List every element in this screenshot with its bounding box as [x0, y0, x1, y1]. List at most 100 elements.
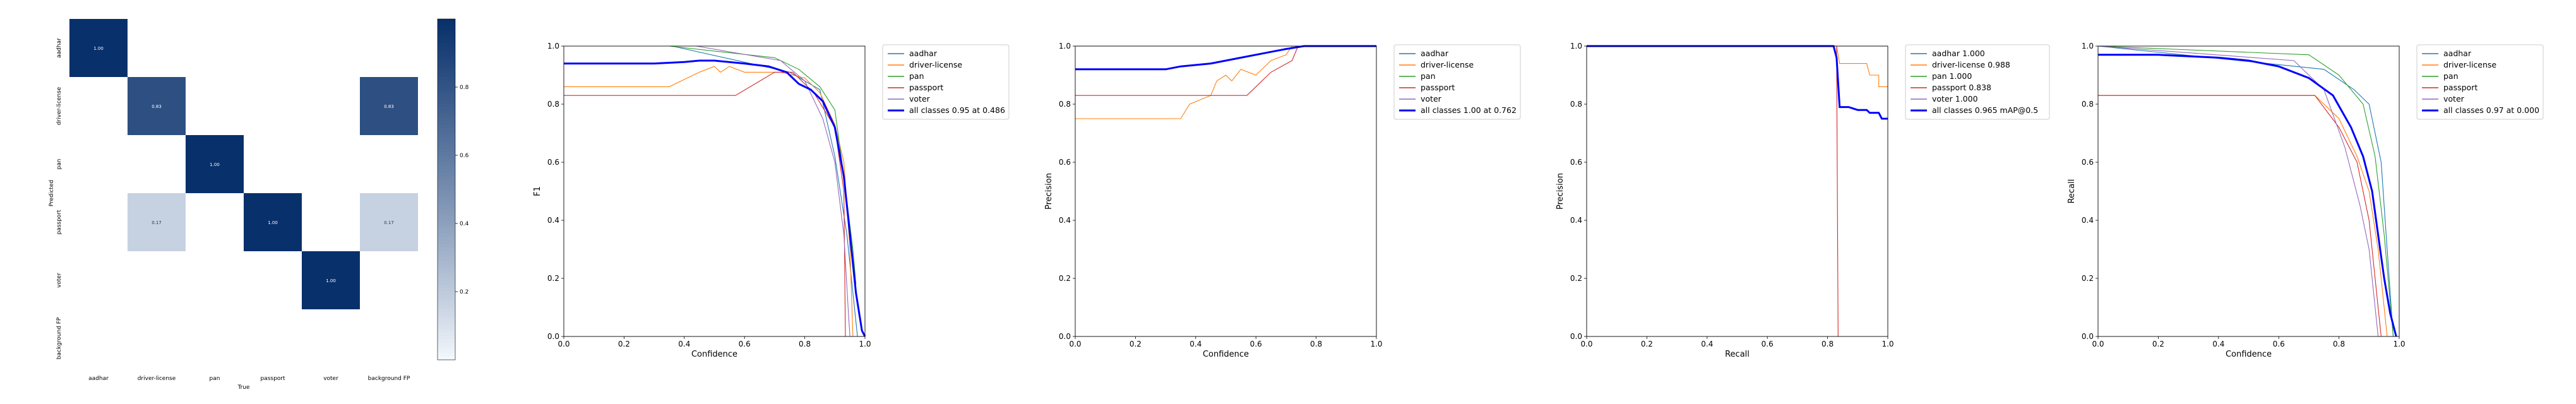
- y-tick-label: passport: [56, 210, 63, 235]
- x-tick-label: 1.0: [859, 340, 871, 348]
- colorbar-segment: [438, 329, 455, 333]
- colorbar-segment: [438, 138, 455, 142]
- series-line: [564, 71, 846, 337]
- x-tick-label: 1.0: [1370, 340, 1382, 348]
- cell-value-label: 1.00: [210, 162, 220, 167]
- legend-label: voter: [2443, 94, 2465, 104]
- heatmap-cell: [128, 193, 186, 251]
- x-tick-label: 0.6: [739, 340, 751, 348]
- colorbar-segment: [438, 322, 455, 326]
- x-tick-label: aadhar: [88, 376, 109, 382]
- colorbar-segment: [438, 42, 455, 47]
- colorbar-segment: [438, 309, 455, 312]
- x-tick-label: driver-license: [138, 376, 176, 382]
- colorbar-segment: [438, 104, 455, 108]
- y-tick-label: 0.6: [547, 158, 559, 167]
- colorbar-segment: [438, 251, 455, 255]
- colorbar-segment: [438, 292, 455, 295]
- colorbar-segment: [438, 217, 455, 221]
- y-tick-label: 0.4: [2082, 216, 2094, 225]
- legend-label: passport: [909, 83, 943, 92]
- colorbar-segment: [438, 148, 455, 153]
- colorbar-segment: [438, 295, 455, 299]
- x-tick-label: 0.2: [1130, 340, 1142, 348]
- colorbar-segment: [438, 25, 455, 30]
- series-line: [1075, 45, 1376, 96]
- series-line: [2098, 95, 2388, 337]
- x-tick-label: pan: [210, 376, 220, 382]
- x-tick-label: 1.0: [1881, 340, 1893, 348]
- colorbar-segment: [438, 186, 455, 190]
- legend-label: pan 1.000: [1932, 71, 1972, 81]
- y-tick-label: aadhar: [56, 38, 63, 58]
- colorbar-segment: [438, 213, 455, 217]
- x-tick-label: 0.8: [1822, 340, 1834, 348]
- colorbar-segment: [438, 80, 455, 85]
- legend-label: passport 0.838: [1932, 83, 1991, 92]
- x-axis-label: Recall: [1725, 350, 1750, 359]
- legend-box: [1393, 44, 1521, 120]
- series-line: [1587, 45, 1888, 87]
- colorbar-segment: [438, 121, 455, 125]
- y-tick-label: 0.2: [2082, 274, 2094, 283]
- colorbar-segment: [438, 56, 455, 61]
- y-axis-label: Predicted: [49, 180, 55, 206]
- legend-label: driver-license: [909, 60, 962, 69]
- legend-label: voter: [1421, 94, 1442, 104]
- colorbar-segment: [438, 134, 455, 139]
- series-line: [564, 66, 854, 337]
- legend-label: pan: [909, 71, 924, 81]
- y-tick-label: 1.0: [1059, 42, 1071, 50]
- colorbar-segment: [438, 169, 455, 173]
- series-line: [2097, 45, 2394, 337]
- colorbar-segment: [438, 278, 455, 282]
- colorbar-segment: [438, 326, 455, 330]
- cell-value-label: 1.00: [326, 278, 336, 283]
- y-tick-label: 0.0: [1059, 332, 1071, 341]
- y-tick-label: 0.0: [547, 332, 559, 341]
- colorbar-segment: [438, 343, 455, 347]
- colorbar-segment: [438, 336, 455, 340]
- y-tick-label: pan: [56, 159, 63, 170]
- colorbar-segment: [438, 87, 455, 91]
- series-line: [2097, 45, 2394, 337]
- colorbar-segment: [438, 189, 455, 193]
- y-tick-label: voter: [56, 273, 63, 288]
- colorbar-segment: [438, 288, 455, 292]
- colorbar-tick-label: 0.2: [460, 289, 468, 295]
- colorbar-segment: [438, 268, 455, 272]
- y-axis-label: Precision: [1556, 173, 1565, 210]
- colorbar-segment: [438, 220, 455, 224]
- heatmap-cell: [186, 135, 244, 193]
- colorbar-segment: [438, 165, 455, 170]
- plot-frame: [1075, 45, 1377, 337]
- colorbar-segment: [438, 110, 455, 115]
- legend-label: aadhar: [2443, 49, 2472, 58]
- series-line: [1587, 45, 1839, 337]
- legend-label: aadhar: [909, 49, 938, 58]
- legend-box: [882, 44, 1010, 120]
- x-tick-label: 0.4: [2212, 340, 2224, 348]
- colorbar-segment: [438, 19, 455, 23]
- legend-box: [2416, 44, 2544, 120]
- y-tick-label: 0.4: [547, 216, 559, 225]
- y-tick-label: 0.8: [1059, 100, 1071, 109]
- x-tick-label: 0.4: [1190, 340, 1202, 348]
- x-axis-label: Confidence: [1203, 350, 1249, 359]
- colorbar-segment: [438, 179, 455, 183]
- colorbar-segment: [438, 258, 455, 261]
- cell-value-label: 1.00: [93, 46, 104, 51]
- y-tick-label: 0.8: [2082, 100, 2094, 109]
- colorbar-segment: [438, 49, 455, 54]
- colorbar-segment: [438, 162, 455, 166]
- colorbar-segment: [438, 141, 455, 146]
- colorbar-segment: [438, 241, 455, 244]
- legend-label: all classes 0.95 at 0.486: [909, 105, 1005, 115]
- colorbar-segment: [438, 237, 455, 241]
- cell-value-label: 0.83: [152, 104, 162, 109]
- heatmap-cell: [244, 193, 302, 251]
- series-line: [669, 45, 857, 285]
- series-line: [696, 45, 850, 337]
- colorbar-segment: [438, 261, 455, 265]
